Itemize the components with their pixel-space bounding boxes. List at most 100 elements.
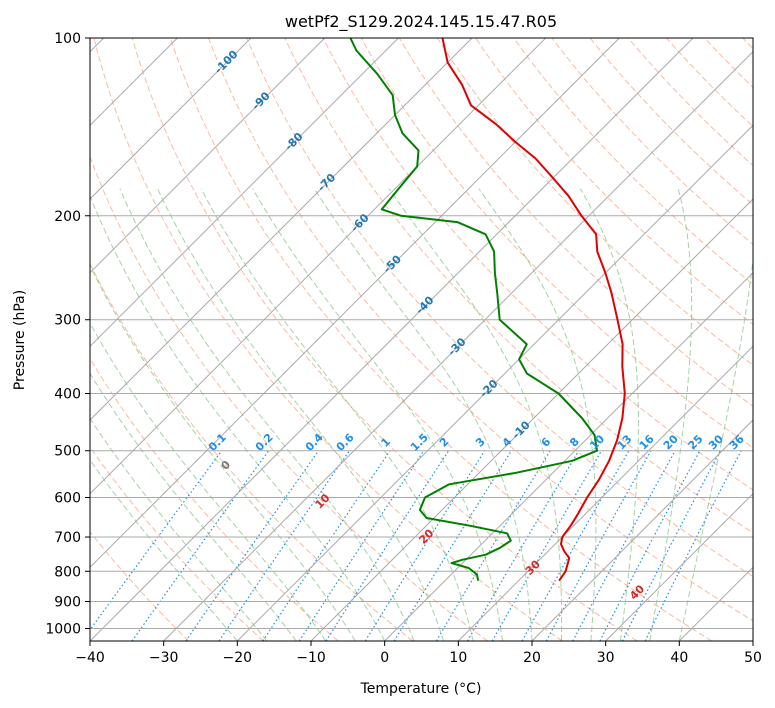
- x-tick-label: −10: [296, 650, 326, 666]
- mixing-ratio-label: 6: [539, 435, 554, 450]
- dry-adiabat-line: [93, 38, 563, 641]
- mixing-ratio-line: [644, 450, 742, 641]
- mixing-ratio-line: [185, 450, 320, 641]
- dry-adiabat-label: 0: [219, 458, 234, 473]
- isotherm-label: -30: [445, 335, 468, 358]
- x-axis: −40 −30 −20 −10 0 10 20 30 40 50: [75, 641, 762, 666]
- mixing-ratio-line: [90, 450, 223, 631]
- x-tick-label: 20: [523, 650, 541, 666]
- moist-adiabat-line: [90, 417, 268, 641]
- dry-adiabat-line: [666, 38, 753, 128]
- mixing-ratio-line: [521, 450, 630, 641]
- mixing-ratio-label: 1: [378, 435, 393, 450]
- x-tick-label: 0: [380, 650, 389, 666]
- isotherm-line: [310, 198, 753, 641]
- x-tick-label: −40: [75, 650, 105, 666]
- isotherm-line: [457, 345, 753, 641]
- isotherm-label: -60: [348, 211, 371, 234]
- moist-adiabat-line: [678, 255, 753, 641]
- dry-adiabat-line: [90, 262, 414, 641]
- dewpoint-profile: [349, 38, 598, 581]
- mixing-ratio-label: 2: [437, 435, 452, 450]
- mixing-ratio-label: 3: [473, 435, 488, 450]
- dry-adiabat-line: [246, 38, 753, 578]
- isotherm-label: -40: [413, 293, 436, 316]
- mixing-ratio-lines: [90, 450, 742, 641]
- moist-adiabat-line: [388, 188, 563, 641]
- mixing-ratio-line: [435, 450, 551, 641]
- isotherm-line: [90, 38, 326, 274]
- isotherm-line: [90, 38, 399, 348]
- mixing-ratio-label: 36: [727, 432, 747, 452]
- isotherm-label: -10: [510, 418, 533, 441]
- dry-adiabat-line: [742, 38, 753, 50]
- mixing-ratio-line: [621, 450, 721, 641]
- isotherm-line: [90, 38, 547, 495]
- dry-adiabat-line: [360, 38, 753, 449]
- y-tick-label: 100: [54, 31, 81, 47]
- isotherm-line: [605, 492, 753, 641]
- y-tick-label: 700: [54, 530, 81, 546]
- isobars: [90, 38, 753, 629]
- plot-area: -100-90-80-70-60-50-40-30-20-100.1 0.2 0.4…: [90, 38, 753, 641]
- moist-adiabat-line: [90, 264, 356, 641]
- dry-adiabat-line: [704, 38, 753, 89]
- isotherm-line: [90, 38, 473, 421]
- moist-adiabat-line: [90, 372, 297, 641]
- y-tick-label: 200: [54, 209, 81, 225]
- isotherm-line: [90, 38, 694, 641]
- dry-adiabat-label: 40: [627, 582, 647, 602]
- isotherm-line: [90, 38, 252, 200]
- y-tick-label: 500: [54, 444, 81, 460]
- isotherm-line: [678, 566, 753, 641]
- moist-adiabat-line: [313, 188, 533, 641]
- dry-adiabat-line: [208, 38, 753, 622]
- mixing-ratio-line: [298, 450, 425, 641]
- dry-adiabat-line: [513, 38, 753, 285]
- dry-adiabat-line: [131, 38, 638, 641]
- isotherm-line: [531, 419, 753, 641]
- x-tick-label: 10: [449, 650, 467, 666]
- moist-adiabat-line: [579, 188, 639, 641]
- mixing-ratio-line: [325, 450, 450, 641]
- dry-adiabat-line: [589, 38, 753, 206]
- x-tick-label: −20: [223, 650, 253, 666]
- dry-adiabat-line: [90, 531, 190, 641]
- mixing-ratio-label: 16: [637, 432, 657, 452]
- dry-adiabat-line: [90, 155, 488, 641]
- mixing-ratio-line: [364, 450, 486, 641]
- isotherms: [90, 38, 753, 641]
- y-axis-title: Pressure (hPa): [12, 290, 28, 390]
- x-tick-label: 40: [670, 650, 688, 666]
- plot-frame: [89, 37, 754, 642]
- mixing-ratio-line: [545, 450, 652, 641]
- moist-adiabat-line: [90, 459, 238, 641]
- dry-adiabats: [90, 38, 753, 641]
- moist-adiabat-line: [119, 188, 415, 641]
- mixing-ratio-line: [218, 450, 350, 641]
- chart-title: wetPf2_S129.2024.145.15.47.R05: [285, 12, 557, 32]
- mixing-ratio-line: [262, 450, 391, 641]
- mixing-ratio-label: 25: [686, 432, 706, 452]
- y-tick-label: 900: [54, 594, 81, 610]
- isotherm-line: [90, 38, 620, 569]
- isotherm-line: [752, 640, 753, 641]
- dry-adiabat-line: [90, 357, 339, 641]
- temperature-profile: [441, 38, 626, 582]
- sounding-series: [349, 38, 626, 582]
- x-tick-label: 50: [744, 650, 762, 666]
- y-axis: 100 200 300 400 500 600 700 800 900 1000: [45, 31, 90, 637]
- y-tick-label: 600: [54, 490, 81, 506]
- x-axis-title: Temperature (°C): [360, 681, 482, 697]
- y-tick-label: 300: [54, 313, 81, 329]
- moist-adiabat-line: [90, 194, 386, 641]
- y-tick-label: 1000: [45, 621, 81, 637]
- x-tick-label: −30: [149, 650, 179, 666]
- moist-adiabat-line: [649, 188, 693, 641]
- dry-adiabat-line: [436, 38, 753, 366]
- mixing-ratio-label: 8: [567, 435, 582, 450]
- isotherm-line: [163, 50, 753, 641]
- isotherm-line: [236, 124, 753, 641]
- dry-adiabat-line: [90, 446, 264, 641]
